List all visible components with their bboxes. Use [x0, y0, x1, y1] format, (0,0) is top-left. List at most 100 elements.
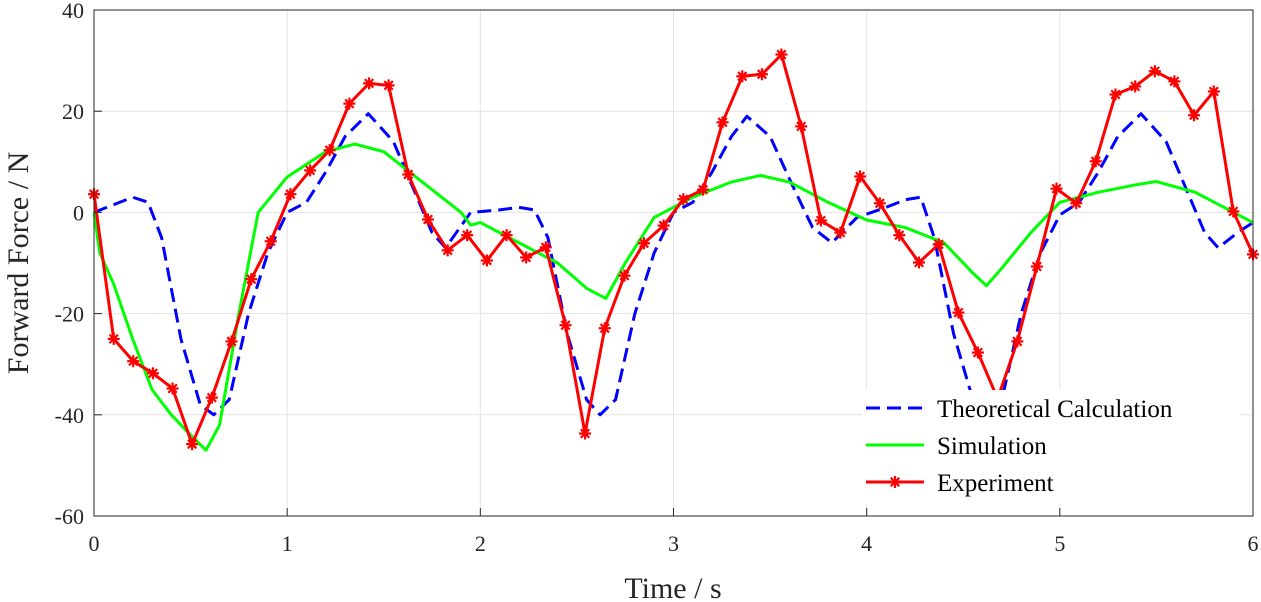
- experiment-point: [205, 391, 218, 404]
- y-tick-label: 20: [62, 99, 84, 124]
- y-tick-label: 0: [73, 200, 84, 225]
- asterisk-center: [680, 196, 687, 203]
- asterisk-center: [464, 232, 471, 239]
- experiment-point: [284, 188, 297, 201]
- x-tick-label: 0: [89, 531, 100, 556]
- experiment-point: [264, 235, 277, 248]
- experiment-point: [520, 251, 533, 264]
- y-tick-label: 40: [62, 0, 84, 23]
- asterisk-center: [916, 259, 923, 266]
- experiment-point: [657, 219, 670, 232]
- x-tick-label: 6: [1248, 531, 1259, 556]
- experiment-point: [559, 319, 572, 332]
- experiment-point: [382, 79, 395, 92]
- asterisk-center: [267, 238, 274, 245]
- asterisk-center: [892, 479, 898, 485]
- asterisk-center: [778, 51, 785, 58]
- asterisk-center: [817, 217, 824, 224]
- experiment-point: [873, 197, 886, 210]
- experiment-point: [421, 213, 434, 226]
- experiment-point: [480, 254, 493, 267]
- asterisk-center: [1112, 91, 1119, 98]
- legend: Theoretical Calculation Simulation Experim…: [862, 390, 1240, 504]
- experiment-point: [186, 438, 199, 451]
- y-tick-label: -20: [55, 302, 84, 327]
- asterisk-center: [385, 82, 392, 89]
- experiment-point: [146, 367, 159, 380]
- asterisk-center: [542, 244, 549, 251]
- asterisk-center: [758, 71, 765, 78]
- experiment-point: [618, 269, 631, 282]
- experiment-point: [245, 273, 258, 286]
- asterisk-center: [837, 229, 844, 236]
- experiment-point: [932, 238, 945, 251]
- experiment-point: [1089, 155, 1102, 168]
- experiment-point: [304, 164, 317, 177]
- experiment-point: [814, 214, 827, 227]
- asterisk-center: [1151, 68, 1158, 75]
- asterisk-center: [974, 349, 981, 356]
- legend-label-theoretical-calculation: Theoretical Calculation: [937, 396, 1173, 423]
- asterisk-center: [660, 222, 667, 229]
- experiment-point: [1129, 80, 1142, 93]
- asterisk-center: [857, 173, 864, 180]
- experiment-point: [1227, 205, 1240, 218]
- experiment-point: [854, 170, 867, 183]
- asterisk-center: [700, 186, 707, 193]
- experiment-point: [893, 229, 906, 242]
- legend-label-experiment: Experiment: [937, 470, 1054, 497]
- x-axis-label: Time / s: [624, 572, 721, 602]
- asterisk-center: [228, 338, 235, 345]
- asterisk-center: [326, 147, 333, 154]
- legend-label-simulation: Simulation: [937, 433, 1047, 460]
- asterisk-center: [346, 100, 353, 107]
- experiment-point: [539, 241, 552, 254]
- experiment-point: [1070, 197, 1083, 210]
- experiment-point: [1188, 109, 1201, 122]
- asterisk-center: [1132, 83, 1139, 90]
- experiment-point: [1011, 335, 1024, 348]
- asterisk-center: [366, 80, 373, 87]
- asterisk-center: [896, 232, 903, 239]
- asterisk-center: [189, 441, 196, 448]
- experiment-point: [402, 168, 415, 181]
- asterisk-center: [503, 232, 510, 239]
- experiment-point: [952, 306, 965, 319]
- asterisk-center: [640, 240, 647, 247]
- experiment-point: [363, 77, 376, 90]
- asterisk-center: [955, 309, 962, 316]
- simulation-line: [92, 142, 1254, 452]
- asterisk-center: [582, 430, 589, 437]
- experiment-point: [225, 335, 238, 348]
- asterisk-center: [935, 241, 942, 248]
- experiment-point: [500, 229, 513, 242]
- asterisk-center: [1053, 185, 1060, 192]
- experiment-point: [461, 229, 474, 242]
- experiment-point: [913, 256, 926, 269]
- experiment-point: [775, 48, 788, 61]
- asterisk-center: [307, 167, 314, 174]
- experiment-point: [579, 427, 592, 440]
- asterisk-center: [1073, 200, 1080, 207]
- x-tick-label: 1: [282, 531, 293, 556]
- experiment-point: [795, 120, 808, 133]
- asterisk-center: [1092, 158, 1099, 165]
- asterisk-center: [169, 385, 176, 392]
- experiment-point: [343, 97, 356, 110]
- asterisk-center: [523, 254, 530, 261]
- experiment-point: [971, 346, 984, 359]
- experiment-point: [1168, 75, 1181, 88]
- asterisk-center: [130, 358, 137, 365]
- asterisk-center: [1171, 78, 1178, 85]
- experiment-point: [716, 116, 729, 129]
- experiment-point: [441, 244, 454, 257]
- experiment-point: [166, 382, 179, 395]
- experiment-point: [736, 70, 749, 83]
- experiment-point: [127, 355, 140, 368]
- experiment-point: [107, 332, 120, 345]
- experiment-point: [697, 183, 710, 196]
- asterisk-center: [444, 247, 451, 254]
- asterisk-center: [1033, 263, 1040, 270]
- asterisk-center: [798, 123, 805, 130]
